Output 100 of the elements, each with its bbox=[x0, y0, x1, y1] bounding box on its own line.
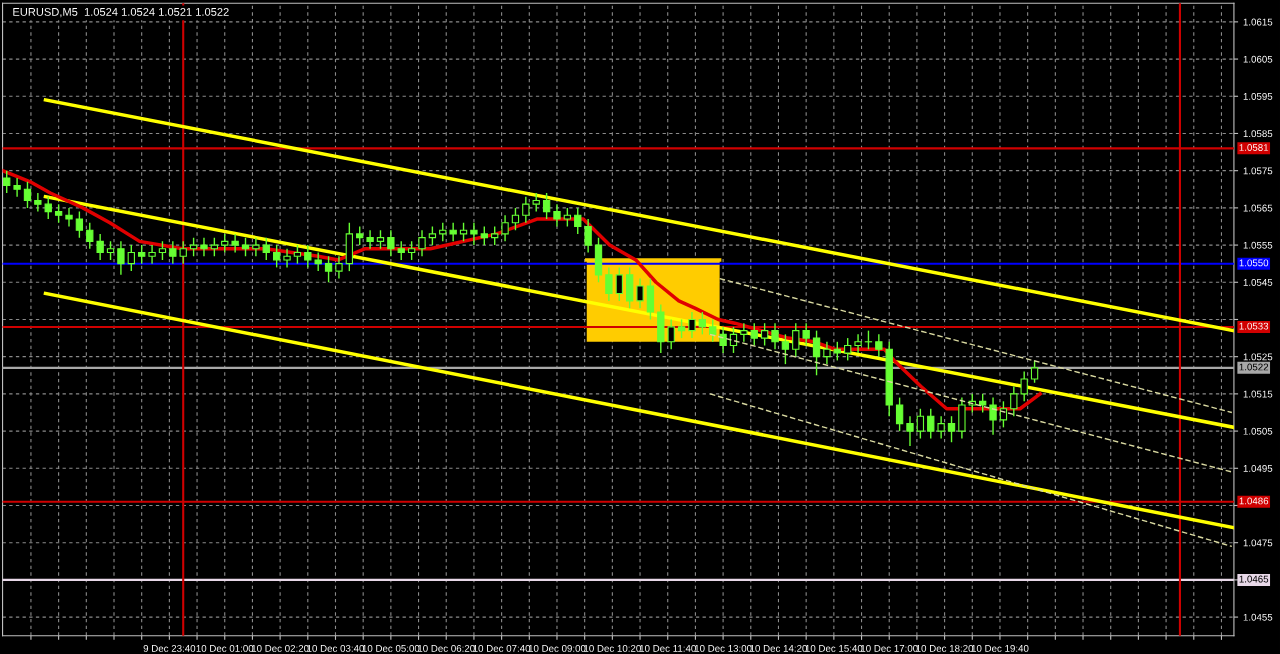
candlestick bbox=[293, 244, 302, 265]
candlestick bbox=[895, 396, 904, 432]
candlestick bbox=[740, 322, 748, 343]
candlestick bbox=[117, 240, 125, 276]
candlestick bbox=[65, 207, 73, 228]
x-tick-label: 10 Dec 18:20 bbox=[916, 644, 974, 652]
candlestick bbox=[449, 222, 457, 243]
candlestick bbox=[854, 333, 862, 354]
ref-line-label: 1.0465 bbox=[1239, 575, 1269, 583]
candlestick bbox=[459, 222, 468, 243]
x-tick-label: 10 Dec 07:40 bbox=[473, 644, 531, 652]
candlestick bbox=[688, 311, 696, 339]
y-tick-label: 1.0515 bbox=[1243, 390, 1273, 398]
x-tick-label: 10 Dec 15:40 bbox=[805, 644, 863, 652]
candlestick bbox=[480, 225, 488, 246]
candlestick bbox=[262, 236, 270, 261]
candlestick bbox=[210, 236, 219, 257]
y-tick-label: 1.0505 bbox=[1243, 427, 1273, 435]
candlestick bbox=[501, 214, 509, 243]
x-tick-label: 10 Dec 01:00 bbox=[196, 644, 254, 652]
y-tick-label: 1.0525 bbox=[1243, 353, 1273, 361]
candlestick bbox=[542, 192, 551, 220]
y-tick-label: 1.0455 bbox=[1243, 613, 1273, 621]
x-tick-label: 10 Dec 17:00 bbox=[861, 644, 918, 652]
candlestick bbox=[999, 400, 1008, 429]
x-tick-label: 10 Dec 05:00 bbox=[362, 644, 420, 652]
candlestick bbox=[760, 322, 769, 347]
candlestick bbox=[283, 248, 291, 269]
y-tick-label: 1.0585 bbox=[1243, 130, 1273, 138]
ref-line-label: 1.0581 bbox=[1239, 144, 1269, 151]
candlestick bbox=[376, 229, 385, 250]
ref-line-label: 1.0486 bbox=[1239, 497, 1269, 505]
candlestick bbox=[1030, 359, 1039, 384]
candlestick bbox=[812, 329, 821, 376]
candlestick bbox=[86, 222, 94, 250]
candlestick bbox=[781, 333, 790, 365]
candlestick bbox=[709, 318, 717, 343]
candlestick bbox=[584, 218, 592, 254]
candlestick bbox=[54, 203, 63, 224]
candlestick bbox=[200, 236, 208, 257]
candlestick bbox=[23, 181, 32, 209]
y-tick-label: 1.0475 bbox=[1243, 539, 1273, 547]
candlestick bbox=[605, 266, 613, 302]
candlestick bbox=[418, 229, 426, 257]
candlestick bbox=[470, 222, 478, 246]
candlestick bbox=[563, 207, 572, 228]
candlestick bbox=[148, 244, 156, 265]
candlestick bbox=[252, 236, 260, 257]
candlestick bbox=[574, 207, 582, 235]
x-tick-label: 10 Dec 11:40 bbox=[639, 644, 696, 652]
candlestick bbox=[428, 225, 437, 246]
candlestick bbox=[335, 255, 343, 280]
candlestick bbox=[221, 233, 229, 254]
y-tick-label: 1.0605 bbox=[1243, 55, 1273, 63]
candlestick bbox=[439, 222, 447, 243]
y-tick-label: 1.0565 bbox=[1243, 204, 1273, 212]
candlestick bbox=[169, 240, 177, 265]
y-tick-label: 1.0545 bbox=[1243, 279, 1273, 286]
candlestick bbox=[138, 244, 146, 265]
y-tick-label: 1.0555 bbox=[1243, 241, 1273, 249]
candlestick bbox=[916, 408, 925, 440]
candlestick bbox=[272, 244, 281, 269]
candlestick bbox=[771, 322, 779, 350]
candlestick bbox=[864, 329, 873, 350]
candlestick bbox=[532, 192, 540, 213]
y-tick-label: 1.0595 bbox=[1243, 93, 1273, 100]
candlestick bbox=[553, 203, 561, 228]
ref-line-label: 1.0533 bbox=[1239, 322, 1269, 330]
candlestick bbox=[927, 408, 935, 440]
candlestick bbox=[823, 341, 831, 365]
candlestick bbox=[677, 318, 686, 339]
candlestick bbox=[750, 322, 758, 347]
candlestick bbox=[407, 240, 416, 261]
candlestick bbox=[3, 169, 11, 194]
candlestick bbox=[314, 251, 322, 272]
candlestick bbox=[324, 255, 333, 283]
x-tick-label: 10 Dec 09:00 bbox=[528, 644, 586, 652]
candlestick bbox=[698, 311, 707, 336]
candlestick bbox=[304, 244, 312, 269]
candlestick bbox=[1010, 385, 1018, 417]
candlestick bbox=[792, 322, 800, 358]
candlestick bbox=[356, 225, 364, 246]
candlestick bbox=[937, 415, 945, 440]
candlestick bbox=[491, 225, 499, 246]
candlestick bbox=[636, 277, 644, 310]
candlestick bbox=[802, 322, 810, 347]
ref-line-label: 1.0550 bbox=[1239, 259, 1269, 267]
x-tick-label: 10 Dec 10:20 bbox=[584, 644, 641, 652]
x-tick-label: 10 Dec 13:00 bbox=[694, 644, 752, 652]
chart-title: EURUSD,M5 1.0524 1.0524 1.0521 1.0522 bbox=[13, 7, 229, 18]
candlestick bbox=[96, 233, 104, 261]
candlestick bbox=[397, 240, 405, 261]
x-tick-label: 9 Dec 23:40 bbox=[143, 644, 196, 652]
y-tick-label: 1.0615 bbox=[1243, 18, 1273, 26]
ref-line-label: 1.0522 bbox=[1239, 363, 1269, 371]
candlestick bbox=[127, 244, 135, 272]
candlestick bbox=[978, 393, 987, 414]
candlestick bbox=[522, 196, 530, 224]
candlestick bbox=[44, 196, 52, 220]
candlestick bbox=[989, 396, 997, 436]
